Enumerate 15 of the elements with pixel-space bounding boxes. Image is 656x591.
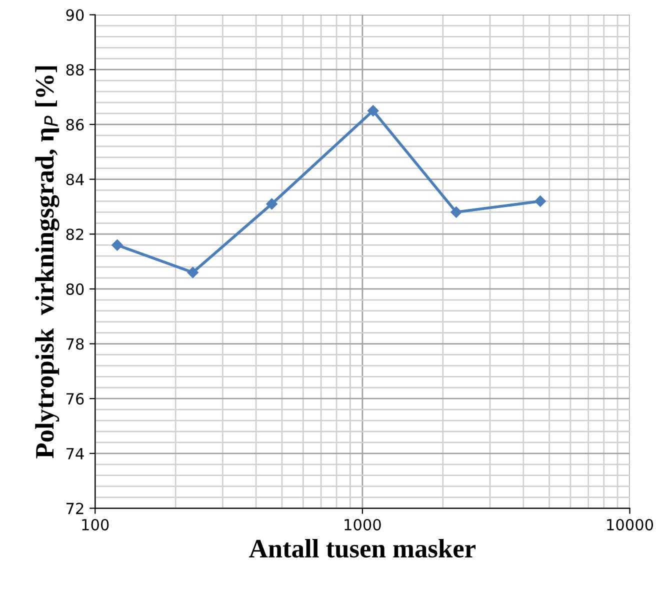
x-axis-title: Antall tusen masker	[249, 539, 476, 558]
y-tick-label: 86	[66, 118, 84, 130]
x-tick-label: 100	[82, 518, 109, 531]
y-tick-label: 74	[66, 448, 84, 460]
x-tick-label: 10000	[607, 518, 654, 531]
y-tick-label: 80	[66, 283, 84, 295]
y-tick-label: 84	[66, 174, 84, 186]
y-tick-label: 72	[66, 502, 84, 514]
y-tick-label: 78	[66, 338, 84, 350]
y-axis-title: Polytropisk virkningsgrad, η$_{P}$ [%]	[35, 66, 60, 458]
y-tick-label: 82	[66, 228, 84, 240]
x-tick-label: 1000	[344, 518, 381, 531]
y-tick-label: 88	[66, 64, 84, 76]
y-tick-label: 76	[66, 393, 84, 405]
y-tick-label: 90	[66, 9, 84, 21]
